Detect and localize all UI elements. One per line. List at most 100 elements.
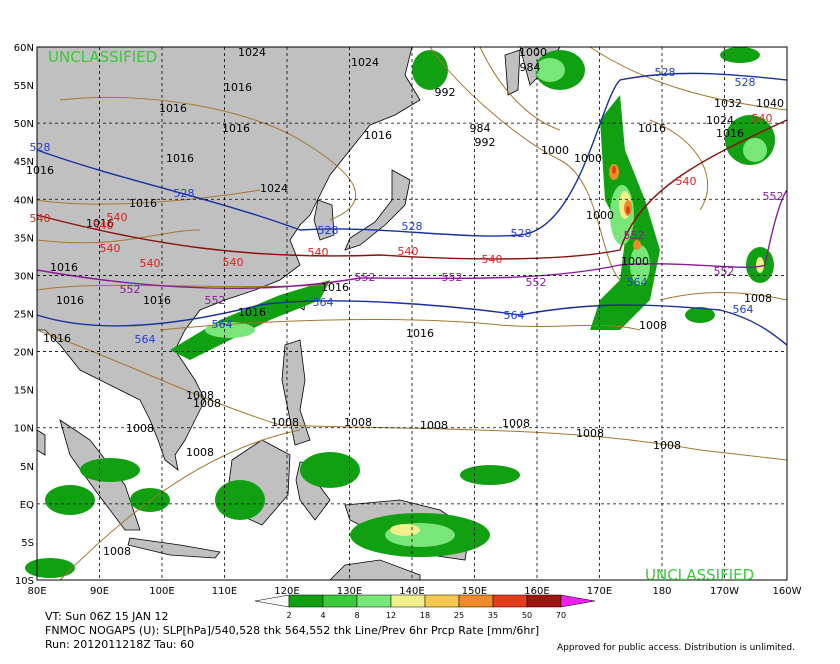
colorbar-segment — [458, 594, 494, 608]
valid-time: VT: Sun 06Z 15 JAN 12 — [45, 610, 168, 623]
contour-label: 1016 — [321, 281, 349, 294]
contour-label: 528 — [735, 76, 756, 89]
contour-label: 540 — [676, 175, 697, 188]
run-info: Run: 2012011218Z Tau: 60 — [45, 638, 194, 651]
lat-label: 30N — [14, 271, 34, 282]
contour-label: 992 — [435, 86, 456, 99]
contour-label: 1000 — [541, 144, 569, 157]
colorbar-segment — [288, 594, 324, 608]
contour-label: 564 — [212, 318, 233, 331]
contour-label: 1016 — [224, 81, 252, 94]
colorbar-segment — [390, 594, 426, 608]
contour-label: 552 — [355, 271, 376, 284]
contour-label: 1008 — [344, 416, 372, 429]
contour-label: 564 — [135, 333, 156, 346]
contour-label: 552 — [714, 265, 735, 278]
contour-label: 1008 — [103, 545, 131, 558]
lon-label: 150E — [462, 586, 487, 597]
map-frame — [36, 46, 788, 581]
contour-label: 552 — [120, 283, 141, 296]
contour-label: 528 — [655, 66, 676, 79]
lat-label: 5S — [21, 538, 34, 549]
contour-label: 1016 — [56, 294, 84, 307]
contour-label: 1016 — [406, 327, 434, 340]
contour-label: 528 — [30, 141, 51, 154]
colorbar-segment — [526, 594, 562, 608]
thickness-lines — [36, 72, 788, 346]
contour-label: 1040 — [756, 97, 784, 110]
lon-label: 110E — [212, 586, 237, 597]
colorbar-segment — [356, 594, 392, 608]
contour-label: 1008 — [271, 416, 299, 429]
contour-label: 1016 — [222, 122, 250, 135]
contour-label: 1016 — [238, 306, 266, 319]
colorbar-segment — [492, 594, 528, 608]
contour-label: 1000 — [621, 255, 649, 268]
contour-label: 1008 — [186, 446, 214, 459]
contour-label: 528 — [402, 220, 423, 233]
description: FNMOC NOGAPS (U): SLP[hPa]/540,528 thk 5… — [45, 624, 539, 637]
contour-label: 540 — [308, 246, 329, 259]
contour-label: 564 — [627, 276, 648, 289]
watermark: UNCLASSIFIED — [645, 566, 754, 584]
contour-label: 1016 — [43, 332, 71, 345]
lon-label: 140E — [399, 586, 424, 597]
contour-label: 1008 — [653, 439, 681, 452]
contour-label: 1000 — [574, 152, 602, 165]
colorbar-label: 2 — [286, 611, 291, 620]
contour-label: 540 — [93, 219, 114, 232]
contour-label: 984 — [470, 122, 491, 135]
contour-label: 1024 — [260, 182, 288, 195]
colorbar-label: 18 — [420, 611, 430, 620]
colorbar: 2 4 8 12 18 25 35 50 70 — [254, 594, 596, 620]
colorbar-label: 4 — [320, 611, 325, 620]
contour-label: 540 — [30, 212, 51, 225]
colorbar-label: 70 — [556, 611, 566, 620]
grid: 60N 55N 50N 45N 40N 35N 30N 25N 20N 15N 10N 5N EQ 5S 1… — [14, 43, 802, 597]
contour-label: 1024 — [351, 56, 379, 69]
lon-label: 120E — [274, 586, 299, 597]
contour-label: 540 — [107, 211, 128, 224]
lon-label: 180 — [652, 586, 671, 597]
contour-label: 528 — [318, 224, 339, 237]
colorbar-segment — [424, 594, 460, 608]
contour-label: 1016 — [50, 261, 78, 274]
lat-label: 10N — [14, 424, 34, 435]
contour-label: 552 — [442, 271, 463, 284]
contour-label: 540 — [482, 253, 503, 266]
contour-label: 1000 — [586, 209, 614, 222]
contour-label: 1008 — [420, 419, 448, 432]
contour-label: 1024 — [238, 46, 266, 59]
contour-label: 1016 — [26, 164, 54, 177]
contour-label: 1016 — [166, 152, 194, 165]
contour-label: 564 — [733, 303, 754, 316]
contour-label: 540 — [100, 242, 121, 255]
contour-label: 1008 — [126, 422, 154, 435]
contour-label: 1016 — [716, 127, 744, 140]
contour-label: 564 — [504, 309, 525, 322]
contour-label: 1008 — [502, 417, 530, 430]
lon-label: 100E — [149, 586, 174, 597]
colorbar-label: 35 — [488, 611, 498, 620]
contour-label: 552 — [205, 294, 226, 307]
lat-label: 15N — [14, 386, 34, 397]
contour-label: 992 — [475, 136, 496, 149]
colorbar-segment — [322, 594, 358, 608]
precipitation — [25, 47, 775, 578]
contour-label: 528 — [511, 227, 532, 240]
lon-label: 170W — [710, 586, 739, 597]
contour-label: 552 — [624, 229, 645, 242]
lon-label: 130E — [337, 586, 362, 597]
lon-label: 160W — [773, 586, 802, 597]
colorbar-label: 25 — [454, 611, 464, 620]
contour-label: 984 — [520, 61, 541, 74]
lat-label: 5N — [20, 462, 34, 473]
contour-label: 1008 — [744, 292, 772, 305]
contour-label: 564 — [313, 296, 334, 309]
watermark: UNCLASSIFIED — [48, 48, 157, 66]
contour-label: 540 — [140, 257, 161, 270]
contour-label: 1008 — [186, 389, 214, 402]
lon-label: 90E — [90, 586, 109, 597]
contour-label: 1008 — [576, 427, 604, 440]
